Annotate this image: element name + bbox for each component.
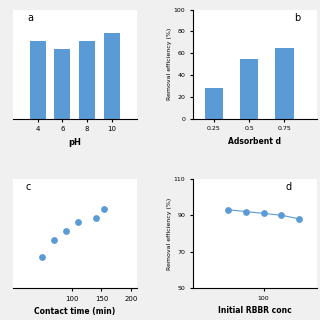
Point bbox=[40, 255, 45, 260]
Text: d: d bbox=[286, 182, 292, 192]
Text: a: a bbox=[28, 13, 34, 23]
Bar bbox=[240, 59, 258, 119]
Point bbox=[297, 216, 302, 221]
Point bbox=[52, 237, 57, 243]
Bar bbox=[79, 41, 95, 119]
X-axis label: pH: pH bbox=[68, 138, 81, 147]
X-axis label: Adsorbent d: Adsorbent d bbox=[228, 137, 281, 146]
Point bbox=[226, 207, 231, 212]
Y-axis label: Removal efficiency (%): Removal efficiency (%) bbox=[167, 197, 172, 269]
Bar bbox=[29, 41, 46, 119]
Point bbox=[279, 213, 284, 218]
Bar bbox=[104, 33, 120, 119]
Point bbox=[261, 211, 266, 216]
Bar bbox=[205, 88, 223, 119]
X-axis label: Contact time (min): Contact time (min) bbox=[34, 307, 116, 316]
Text: c: c bbox=[25, 182, 31, 192]
Point bbox=[243, 209, 248, 214]
Point bbox=[93, 216, 98, 221]
X-axis label: Initial RBBR conc: Initial RBBR conc bbox=[218, 306, 292, 315]
Point bbox=[75, 220, 80, 225]
Bar bbox=[275, 48, 293, 119]
Y-axis label: Removal efficiency (%): Removal efficiency (%) bbox=[167, 28, 172, 100]
Text: b: b bbox=[294, 13, 301, 23]
Point bbox=[102, 207, 107, 212]
Point bbox=[63, 229, 68, 234]
Bar bbox=[54, 49, 70, 119]
